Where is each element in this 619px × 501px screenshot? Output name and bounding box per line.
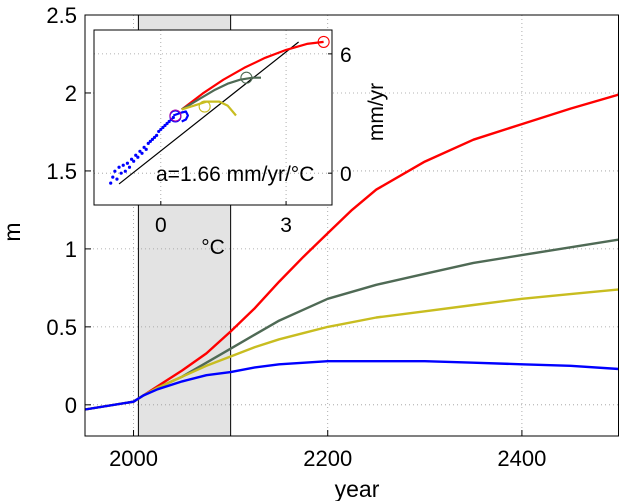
scatter-point [123, 169, 127, 173]
inset-y-tick-label: 6 [340, 44, 352, 67]
scatter-point [117, 165, 121, 169]
y-tick-label: 2.5 [46, 3, 77, 28]
scatter-point [157, 129, 161, 134]
inset-y-ticks: 06 [328, 44, 352, 186]
scatter-point [148, 139, 152, 143]
scatter-point [127, 165, 132, 169]
inset-y-axis-label: mm/yr [365, 83, 388, 141]
scatter-point [165, 121, 169, 126]
y-tick-label: 0 [65, 393, 77, 418]
scatter-point [171, 115, 175, 120]
inset-series-line [181, 40, 324, 111]
scatter-point [134, 153, 138, 157]
y-tick-label: 2 [65, 81, 77, 106]
scatter-point [150, 137, 155, 141]
scatter-point [119, 171, 123, 175]
scatter-point [136, 155, 140, 159]
scatter-point [132, 159, 136, 163]
scatter-point [163, 123, 167, 128]
inset-x-tick-label: 3 [280, 214, 292, 237]
main-y-ticks: 0 0.5 1 1.5 2 2.5 [46, 3, 91, 418]
series-line [84, 360, 619, 411]
inset-y-tick-label: 0 [340, 163, 352, 186]
scatter-point [138, 149, 142, 153]
inset-lines [118, 35, 330, 185]
x-tick-label: 2200 [303, 446, 352, 471]
endpoint-marker [317, 35, 330, 48]
x-tick-label: 2400 [497, 446, 546, 471]
inset-series-line [181, 76, 261, 111]
main-lines [84, 93, 619, 411]
y-tick-label: 0.5 [46, 315, 77, 340]
y-axis-label: m [0, 222, 25, 241]
scatter-point [109, 181, 113, 185]
inset-background [94, 30, 332, 205]
y-tick-label: 1.5 [46, 159, 77, 184]
endpoint-marker [240, 71, 253, 84]
scatter-point [129, 157, 134, 161]
inset-annotation: a=1.66 mm/yr/°C [156, 163, 314, 186]
scatter-point [121, 163, 125, 167]
scatter-point [111, 175, 115, 179]
x-tick-label: 2000 [109, 446, 158, 471]
scatter-point [155, 133, 159, 137]
inset-x-tick-label: 0 [155, 214, 167, 237]
scatter-point [115, 177, 119, 181]
scatter-point [140, 151, 144, 155]
scatter-point [152, 135, 157, 139]
scatter-point [161, 125, 165, 130]
scatter-point [113, 169, 117, 173]
scatter-point [146, 141, 150, 145]
scatter-point [167, 119, 171, 124]
inset-series-line [181, 100, 237, 117]
y-tick-label: 1 [65, 237, 77, 262]
scatter-point [144, 147, 148, 151]
inset-scatter [109, 115, 175, 185]
scatter-point [142, 145, 146, 149]
x-axis-label: year [335, 476, 380, 501]
inset-x-axis-label: °C [201, 236, 225, 259]
scatter-point [159, 127, 163, 132]
fit-line [118, 41, 299, 185]
endpoint-marker [198, 100, 211, 113]
scatter-point [125, 161, 130, 165]
inset-axes-frame [93, 29, 333, 206]
endpoint-marker [169, 109, 182, 122]
main-x-ticks: 2000 2200 2400 [109, 430, 546, 471]
